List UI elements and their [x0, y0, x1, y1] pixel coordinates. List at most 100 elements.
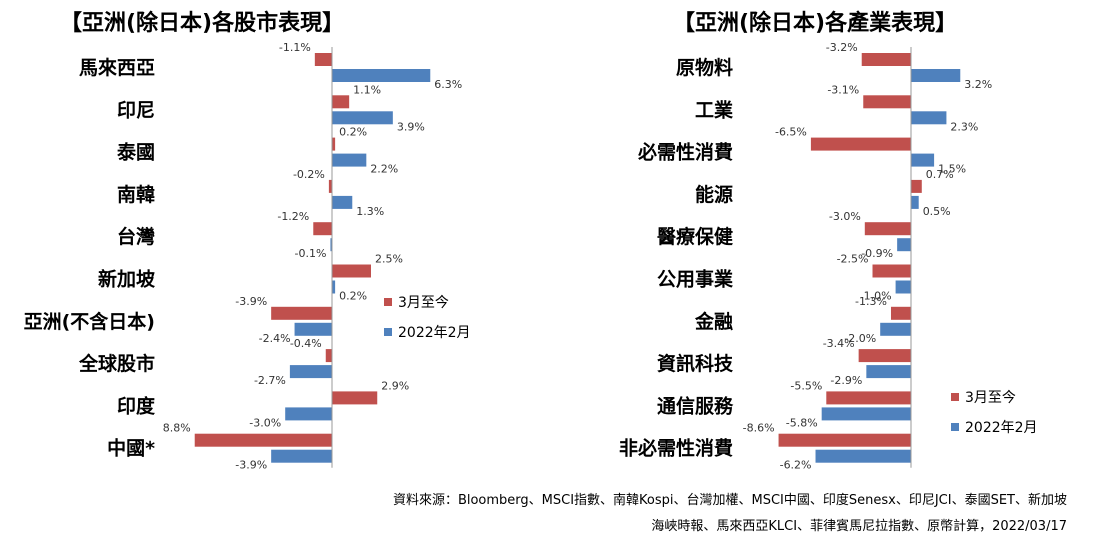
data-label: -3.0% — [829, 210, 861, 223]
data-label: 2.3% — [950, 120, 978, 133]
category-label: 公用事業 — [657, 268, 734, 291]
data-label: 0.5% — [923, 205, 951, 218]
bar — [911, 69, 961, 82]
bar — [911, 179, 922, 193]
data-label: -6.5% — [775, 126, 807, 139]
data-label: -0.2% — [293, 168, 325, 181]
bar — [863, 95, 911, 109]
legend-swatch — [951, 393, 959, 401]
category-label: 中國* — [107, 437, 155, 460]
data-label: -2.9% — [830, 374, 862, 387]
category-label: 能源 — [695, 183, 733, 206]
chart-title: 【亞洲(除日本)各產業表現】 — [673, 10, 957, 36]
data-label: -3.4% — [823, 337, 855, 350]
data-label: 0.2% — [339, 290, 367, 303]
data-label: -5.8% — [786, 416, 818, 429]
data-label: -1.2% — [277, 210, 309, 223]
data-label: 3.9% — [397, 120, 425, 133]
bar — [872, 264, 911, 278]
bar — [294, 322, 332, 336]
legend-swatch — [384, 298, 392, 306]
legend-label: 3月至今 — [965, 390, 1016, 406]
category-label: 醫療保健 — [657, 225, 733, 248]
data-label: 2.5% — [375, 253, 403, 266]
legend-label: 2022年2月 — [398, 325, 471, 341]
bar — [826, 391, 911, 405]
category-label: 泰國 — [116, 141, 155, 164]
bar — [332, 111, 393, 125]
bar — [858, 349, 911, 363]
legend-swatch — [951, 423, 959, 431]
data-label: -2.0% — [844, 332, 876, 345]
category-label: 亞洲(不含日本) — [24, 310, 155, 333]
bar — [325, 349, 332, 363]
bar — [313, 222, 332, 236]
data-label: -2.7% — [254, 374, 286, 387]
data-label: -3.9% — [235, 295, 267, 308]
data-label: -5.5% — [790, 379, 822, 392]
category-label: 工業 — [695, 98, 734, 121]
bar — [861, 53, 911, 66]
data-label: -1.3% — [855, 295, 887, 308]
bar — [815, 449, 911, 463]
bar — [864, 222, 911, 236]
bar — [810, 137, 911, 151]
data-label: -3.0% — [249, 416, 281, 429]
category-label: 印度 — [117, 394, 156, 417]
category-label: 通信服務 — [657, 394, 734, 417]
bar — [897, 238, 911, 252]
data-label: -2.5% — [837, 253, 869, 266]
bar — [911, 195, 919, 209]
bar — [911, 153, 935, 167]
data-label: 0.7% — [926, 168, 954, 181]
bar — [778, 433, 911, 447]
bar — [285, 407, 332, 421]
data-label: 0.2% — [339, 126, 367, 139]
bar — [194, 433, 332, 447]
data-label: 1.5% — [938, 163, 966, 176]
source-line-2: 海峽時報、馬來西亞KLCI、菲律賓馬尼拉指數、原幣計算，2022/03/17 — [651, 519, 1067, 534]
data-label: -3.9% — [235, 459, 267, 472]
category-label: 資訊科技 — [657, 352, 734, 375]
bar — [271, 449, 332, 463]
bar — [332, 137, 336, 151]
category-label: 金融 — [694, 310, 733, 333]
bar — [332, 69, 431, 82]
data-label: -8.6% — [743, 422, 775, 435]
data-label: 1.0% — [864, 290, 892, 303]
category-label: 台灣 — [117, 225, 155, 248]
bar — [911, 111, 947, 125]
bar — [880, 322, 911, 336]
data-label: 3.2% — [964, 78, 992, 91]
bar — [866, 365, 911, 379]
bar — [332, 264, 371, 278]
data-label: -3.2% — [826, 41, 858, 54]
data-label: 2.9% — [381, 379, 409, 392]
category-label: 南韓 — [117, 183, 155, 206]
source-line-1: 資料來源：Bloomberg、MSCI指數、南韓Kospi、台灣加權、MSCI中… — [392, 493, 1067, 508]
data-label: -1.1% — [279, 41, 311, 54]
bar — [332, 95, 350, 109]
data-label: -0.4% — [290, 337, 322, 350]
bar — [271, 306, 332, 320]
category-label: 必需性消費 — [637, 141, 733, 164]
category-label: 非必需性消費 — [619, 437, 733, 460]
data-label: 1.1% — [353, 83, 381, 96]
category-label: 原物料 — [676, 56, 733, 79]
data-label: 2.2% — [370, 163, 398, 176]
bar — [332, 280, 336, 294]
data-label: -2.4% — [259, 332, 291, 345]
bar — [328, 179, 332, 193]
data-label: -0.1% — [295, 247, 327, 260]
legend-label: 2022年2月 — [965, 420, 1038, 436]
category-label: 印尼 — [117, 99, 155, 121]
bar — [314, 53, 332, 66]
bar — [330, 238, 332, 252]
category-label: 全球股市 — [78, 352, 155, 375]
category-label: 馬來西亞 — [79, 56, 155, 79]
data-label: 6.3% — [434, 78, 462, 91]
data-label: -3.1% — [827, 83, 859, 96]
bar — [332, 153, 367, 167]
category-label: 新加坡 — [98, 268, 156, 291]
bar — [289, 365, 332, 379]
